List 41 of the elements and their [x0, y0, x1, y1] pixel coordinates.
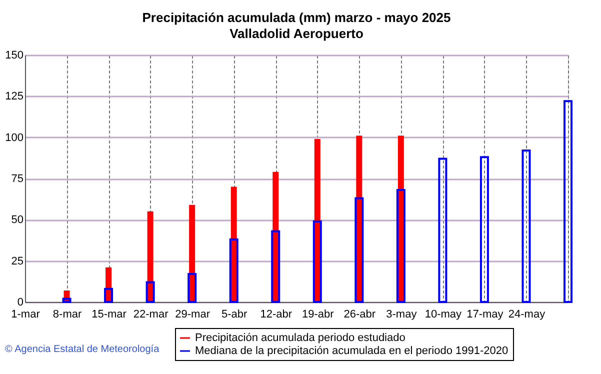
- bar: [188, 273, 197, 303]
- bar: [229, 238, 238, 303]
- bar: [564, 100, 572, 303]
- bar: [312, 220, 322, 303]
- text: © Agencia Estatal de Meteorología: [5, 344, 160, 355]
- bar: [314, 138, 320, 302]
- y-tick-label: 125: [5, 90, 24, 103]
- legend-label: Mediana de la precipitación acumulada en el periodo 1991-2020: [195, 345, 508, 357]
- x-tick-label: 3-may: [386, 308, 418, 320]
- bar: [354, 197, 364, 303]
- x-tick-label: 8-mar: [52, 308, 82, 320]
- y-tick-label: 100: [5, 132, 24, 144]
- y-tick-label: 50: [11, 214, 24, 226]
- y-tick-label: 75: [11, 173, 24, 185]
- y-tick-label: 150: [5, 50, 24, 62]
- bar: [522, 150, 531, 303]
- bar: [62, 298, 72, 303]
- x-tick-label: 17-may: [466, 308, 504, 320]
- y-tick-label: 25: [11, 255, 24, 268]
- x-tick-label: 24-may: [508, 308, 546, 320]
- x-tick-label: 12-abr: [260, 308, 292, 320]
- x-tick-label: 10-may: [424, 308, 462, 320]
- y-tick-label: 0: [17, 296, 24, 308]
- bar: [438, 158, 448, 303]
- x-tick-label: 5-abr: [222, 308, 248, 320]
- x-tick-label: 26-abr: [344, 308, 376, 320]
- bar: [104, 288, 114, 303]
- bar: [189, 204, 196, 302]
- legend-label: Precipitación acumulada periodo estudiado: [195, 332, 406, 344]
- bar: [146, 281, 155, 303]
- x-tick-label: 22-mar: [133, 308, 169, 320]
- bar: [396, 189, 406, 303]
- x-tick-label: 29-mar: [175, 308, 210, 320]
- chart-title: Precipitación acumulada (mm) marzo - mayo 2025: [142, 10, 451, 25]
- chart-subtitle: Valladolid Aeropuerto: [230, 26, 364, 41]
- x-tick-label: 19-abr: [302, 308, 334, 320]
- bar: [480, 156, 489, 303]
- bar: [147, 211, 154, 302]
- bar: [271, 230, 280, 303]
- x-tick-label: 1-mar: [11, 308, 40, 320]
- x-tick-label: 15-mar: [92, 308, 127, 320]
